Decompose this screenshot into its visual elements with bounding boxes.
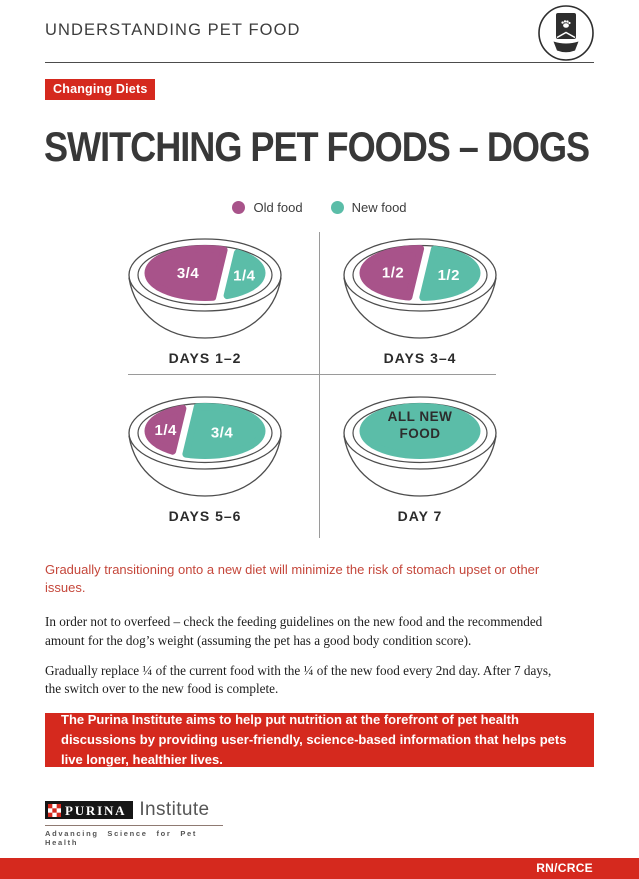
new-food-segment <box>419 245 481 301</box>
page-title: SWITCHING PET FOODS – DOGS <box>44 123 590 170</box>
purina-brand-text: PURINA <box>65 802 127 818</box>
fraction-label: 3/4 <box>211 424 234 441</box>
new-food-segment <box>359 403 481 459</box>
header-divider <box>45 62 594 63</box>
bottom-red-bar: RN/CRCE <box>0 858 639 879</box>
bowl-cell-day-7: ALL NEW FOOD DAY 7 <box>315 388 525 524</box>
bowl-diagram-days-5-6: 1/4 3/4 <box>128 396 282 497</box>
purina-institute-callout: The Purina Institute aims to help put nu… <box>45 711 594 768</box>
bowl-cell-days-3-4: 1/2 1/2 DAYS 3–4 <box>315 230 525 366</box>
page-header-title: UNDERSTANDING PET FOOD <box>45 21 301 39</box>
logo-divider <box>45 825 223 826</box>
bowl-body <box>343 435 497 497</box>
section-badge: Changing Diets <box>45 79 156 100</box>
fraction-label: 1/4 <box>233 267 256 284</box>
old-food-dot-icon <box>232 201 246 214</box>
fraction-label: ALL NEW <box>388 409 453 424</box>
bowl-diagram-days-3-4: 1/2 1/2 <box>343 238 497 339</box>
bowl-body <box>128 277 282 339</box>
old-food-segment <box>144 245 228 301</box>
institute-text: Institute <box>139 799 210 820</box>
quadrant-divider-vertical <box>319 232 320 538</box>
bowl-label: DAYS 5–6 <box>168 508 242 524</box>
legend-item-new-food: New food <box>330 200 407 215</box>
fraction-label: 1/4 <box>155 422 178 439</box>
purina-wordmark-box: PURINA <box>45 801 134 819</box>
bowl-cell-days-1-2: 3/4 1/4 DAYS 1–2 <box>100 230 310 366</box>
fraction-label: 1/2 <box>382 264 404 281</box>
legend-label-new: New food <box>351 200 407 215</box>
quadrant-divider-horizontal <box>128 374 496 375</box>
bowl-label: DAYS 3–4 <box>383 350 457 366</box>
new-food-segment <box>182 403 266 459</box>
bowl-body <box>128 435 282 497</box>
fraction-label: FOOD <box>400 426 441 441</box>
body-paragraph-2: Gradually replace ¼ of the current food … <box>45 662 552 697</box>
document-code: RN/CRCE <box>536 861 593 875</box>
callout-text: The Purina Institute aims to help put nu… <box>61 711 567 768</box>
purina-institute-logo: PURINA Institute Advancing Science for P… <box>45 799 223 847</box>
bowl-label: DAY 7 <box>397 508 443 524</box>
legend: Old food New food <box>0 200 639 215</box>
legend-item-old-food: Old food <box>232 200 303 215</box>
old-food-segment <box>144 404 187 455</box>
pet-food-bag-bowl-icon <box>538 5 594 61</box>
new-food-segment <box>223 249 266 300</box>
bowl-label: DAYS 1–2 <box>168 350 242 366</box>
bowl-cell-days-5-6: 1/4 3/4 DAYS 5–6 <box>100 388 310 524</box>
fraction-label: 3/4 <box>177 265 200 282</box>
logo-row: PURINA Institute <box>45 799 223 821</box>
legend-label-old: Old food <box>253 200 303 215</box>
new-food-dot-icon <box>330 201 344 214</box>
logo-tagline: Advancing Science for Pet Health <box>45 829 198 847</box>
body-paragraph-1: In order not to overfeed – check the fee… <box>45 614 543 648</box>
old-food-segment <box>359 245 425 301</box>
bowl-body <box>343 277 497 339</box>
fraction-label: 1/2 <box>438 267 460 284</box>
bowl-diagram-days-1-2: 3/4 1/4 <box>128 238 282 339</box>
purina-checkerboard-icon <box>48 803 61 817</box>
bowl-diagram-day-7: ALL NEW FOOD <box>343 396 497 497</box>
lead-statement: Gradually transitioning onto a new diet … <box>45 562 540 595</box>
